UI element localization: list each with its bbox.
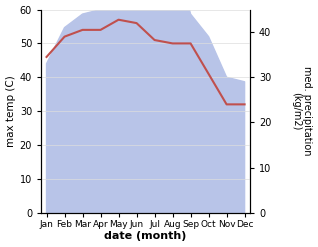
Y-axis label: med. precipitation
(kg/m2): med. precipitation (kg/m2) (291, 66, 313, 156)
Y-axis label: max temp (C): max temp (C) (5, 75, 16, 147)
X-axis label: date (month): date (month) (104, 231, 187, 242)
